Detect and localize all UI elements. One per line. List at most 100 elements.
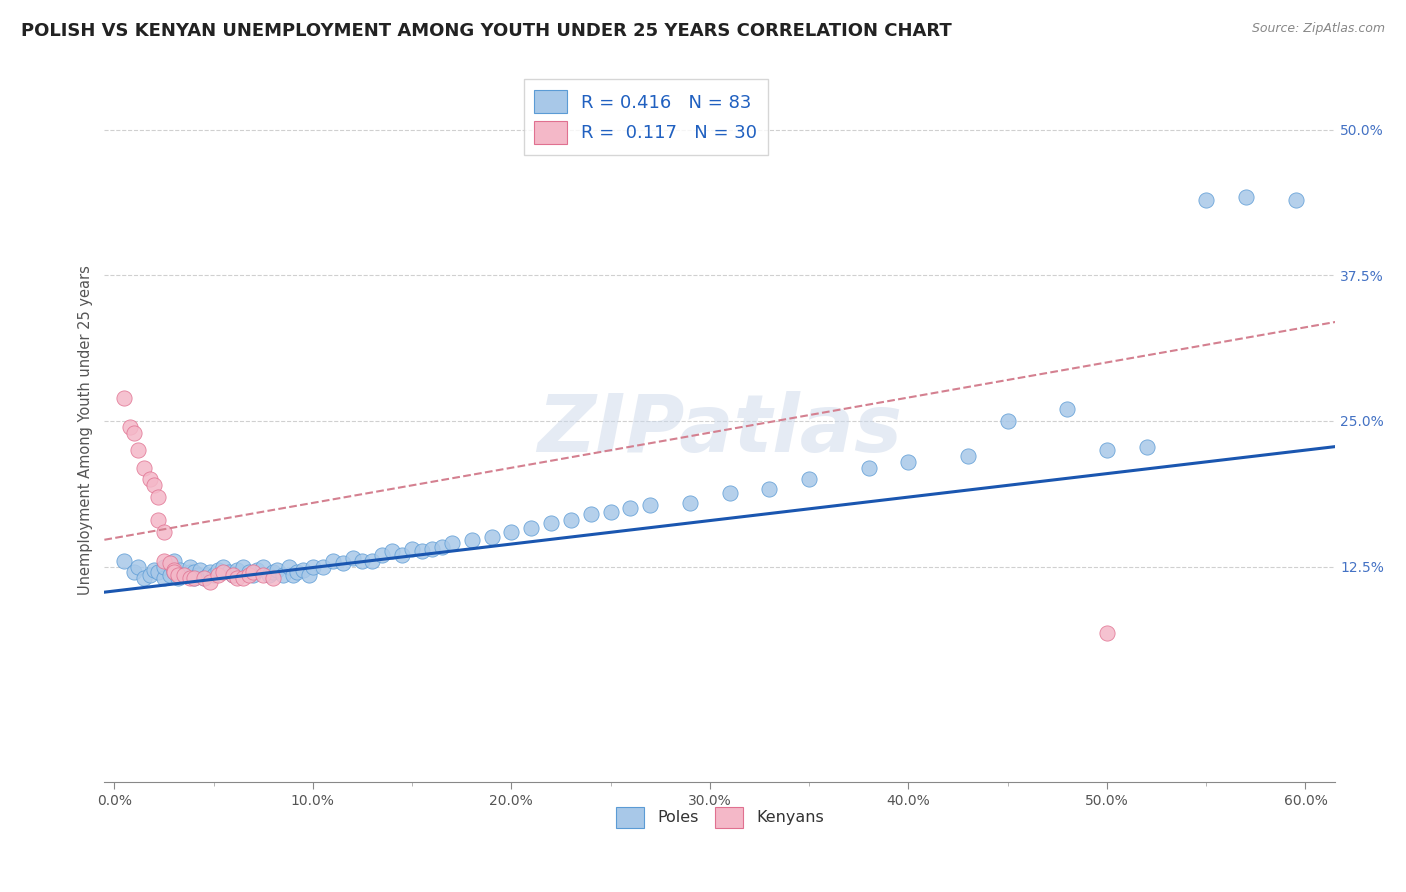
Point — [202, 567, 225, 582]
Legend: Poles, Kenyans: Poles, Kenyans — [609, 801, 831, 834]
Point — [198, 574, 221, 589]
Point — [1056, 402, 1078, 417]
Point — [207, 567, 229, 582]
Point — [460, 533, 482, 547]
Point — [153, 524, 176, 539]
Point — [188, 563, 211, 577]
Point — [246, 563, 269, 577]
Point — [797, 472, 820, 486]
Point — [127, 559, 149, 574]
Point — [997, 414, 1019, 428]
Point — [179, 559, 201, 574]
Point — [252, 559, 274, 574]
Point — [391, 548, 413, 562]
Point — [401, 542, 423, 557]
Point — [257, 567, 280, 582]
Point — [179, 571, 201, 585]
Point — [262, 571, 284, 585]
Point — [166, 571, 188, 585]
Point — [501, 524, 523, 539]
Point — [226, 571, 249, 585]
Point — [278, 559, 301, 574]
Point — [718, 486, 741, 500]
Point — [540, 516, 562, 531]
Point — [139, 472, 162, 486]
Point — [599, 505, 621, 519]
Point — [579, 507, 602, 521]
Point — [232, 559, 254, 574]
Point — [159, 567, 181, 582]
Point — [266, 563, 288, 577]
Point — [187, 567, 209, 582]
Point — [153, 571, 176, 585]
Point — [252, 567, 274, 582]
Point — [301, 559, 323, 574]
Point — [120, 419, 142, 434]
Point — [281, 567, 304, 582]
Point — [122, 566, 145, 580]
Point — [218, 566, 240, 580]
Point — [173, 567, 195, 582]
Point — [122, 425, 145, 440]
Point — [153, 554, 176, 568]
Point — [139, 567, 162, 582]
Point — [361, 554, 384, 568]
Point — [183, 571, 205, 585]
Point — [322, 554, 344, 568]
Point — [238, 567, 260, 582]
Point — [163, 554, 186, 568]
Point — [193, 571, 215, 585]
Point — [163, 566, 186, 580]
Point — [560, 513, 582, 527]
Point — [897, 455, 920, 469]
Point — [1095, 626, 1118, 640]
Point — [146, 566, 169, 580]
Point — [212, 559, 235, 574]
Point — [146, 490, 169, 504]
Point — [146, 513, 169, 527]
Point — [758, 482, 780, 496]
Point — [285, 566, 308, 580]
Point — [183, 571, 205, 585]
Point — [226, 563, 249, 577]
Point — [352, 554, 374, 568]
Point — [132, 571, 155, 585]
Point — [232, 571, 254, 585]
Point — [212, 566, 235, 580]
Point — [179, 566, 201, 580]
Text: Source: ZipAtlas.com: Source: ZipAtlas.com — [1251, 22, 1385, 36]
Point — [411, 544, 433, 558]
Point — [619, 501, 641, 516]
Point — [112, 391, 135, 405]
Point — [163, 566, 186, 580]
Point — [198, 566, 221, 580]
Point — [197, 567, 219, 582]
Point — [858, 460, 880, 475]
Point — [312, 559, 335, 574]
Point — [193, 571, 215, 585]
Point — [163, 563, 186, 577]
Point — [430, 540, 453, 554]
Point — [127, 443, 149, 458]
Point — [153, 559, 176, 574]
Point — [271, 567, 294, 582]
Point — [173, 567, 195, 582]
Point — [262, 566, 284, 580]
Point — [481, 531, 503, 545]
Point — [1234, 190, 1257, 204]
Point — [112, 554, 135, 568]
Point — [956, 449, 979, 463]
Point — [298, 567, 321, 582]
Point — [440, 536, 463, 550]
Point — [132, 460, 155, 475]
Point — [679, 495, 702, 509]
Point — [183, 566, 205, 580]
Point — [143, 478, 166, 492]
Point — [166, 567, 188, 582]
Point — [291, 563, 314, 577]
Point — [222, 567, 245, 582]
Point — [332, 556, 354, 570]
Point — [1095, 443, 1118, 458]
Point — [242, 566, 264, 580]
Point — [1136, 440, 1159, 454]
